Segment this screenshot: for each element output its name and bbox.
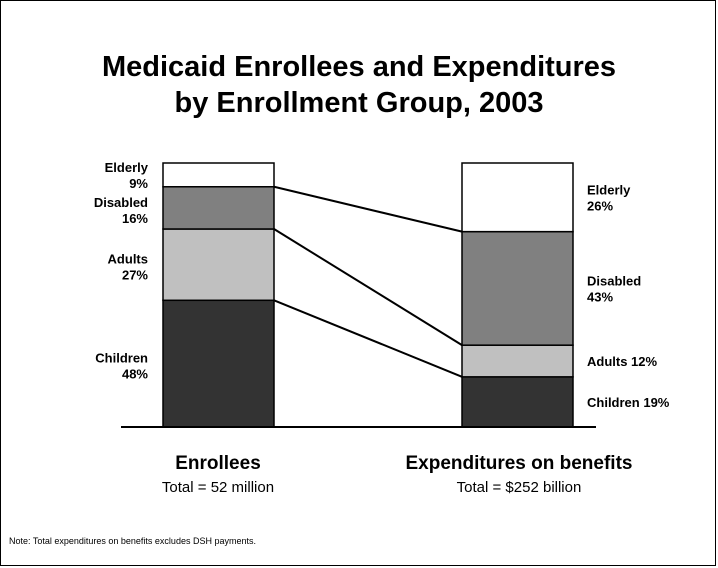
label-left-children-value: 48% [122,367,148,382]
label-right-children-line-1: Children 19% [587,395,670,410]
bar-expenditures-on-benefits-adults [461,344,574,378]
label-left-children-name: Children [95,351,148,366]
bar-expenditures-on-benefits-children [461,376,574,428]
connector-disabled [273,185,463,233]
bar-enrollees-elderly [162,162,275,188]
bar-expenditures-on-benefits-disabled [461,230,574,346]
category-subtitle-expenditures: Total = $252 billion [457,479,582,496]
label-left-elderly-value: 9% [129,176,148,191]
connector-children [273,299,463,378]
connector-adults [273,228,463,347]
segment-labels-group: Elderly9%Disabled16%Adults27%Children48%… [94,160,670,410]
label-left-disabled-name: Disabled [94,195,148,210]
label-left-adults-name: Adults [108,252,148,267]
category-label-expenditures: Expenditures on benefits [406,453,633,474]
label-right-elderly-line-2: 26% [587,198,613,213]
label-right-disabled-line-1: Disabled [587,273,641,288]
bar-enrollees-disabled [162,186,275,230]
label-right-disabled-line-2: 43% [587,289,613,304]
label-right-adults-line-1: Adults 12% [587,354,658,369]
bar-enrollees-children [162,299,275,428]
chart-title-line-1: Medicaid Enrollees and Expenditures [102,51,616,83]
chart-note: Note: Total expenditures on benefits exc… [9,536,256,546]
category-subtitle-enrollees: Total = 52 million [162,479,274,496]
bars-group [162,162,574,428]
label-left-disabled-value: 16% [122,211,148,226]
label-right-elderly-line-1: Elderly [587,182,631,197]
category-label-enrollees: Enrollees [175,453,261,474]
chart-title-line-2: by Enrollment Group, 2003 [174,87,543,119]
label-left-elderly-name: Elderly [105,160,149,175]
bar-enrollees-adults [162,228,275,302]
bar-expenditures-on-benefits-elderly [461,162,574,233]
connectors-group [273,185,463,378]
label-left-adults-value: 27% [122,268,148,283]
